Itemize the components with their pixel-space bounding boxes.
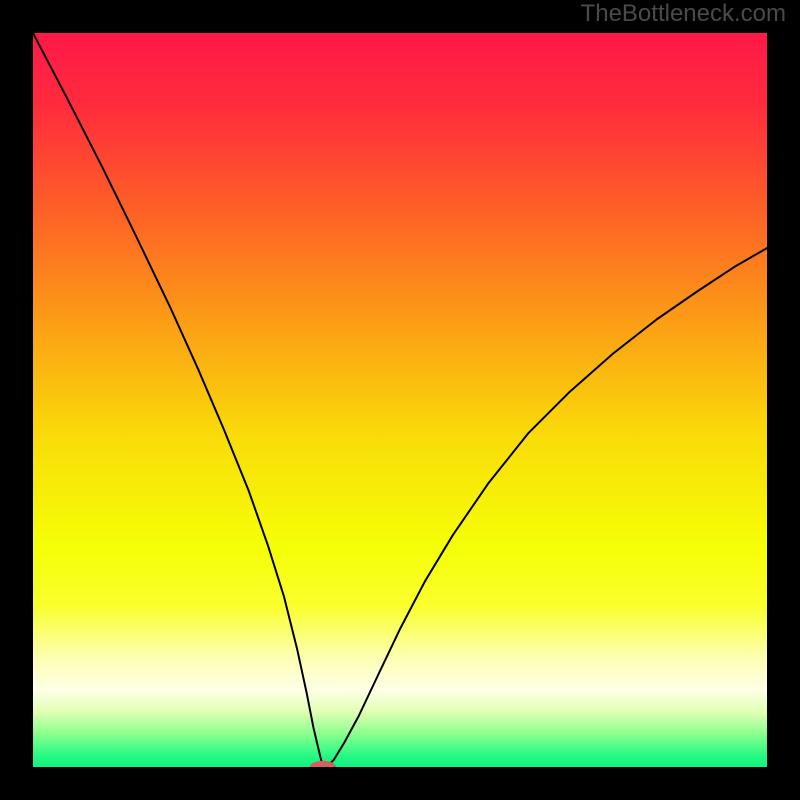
figure-container: TheBottleneck.com — [0, 0, 800, 800]
gradient-background — [33, 33, 767, 767]
bottleneck-chart — [33, 33, 767, 767]
watermark-text: TheBottleneck.com — [581, 0, 786, 28]
plot-area — [33, 33, 767, 767]
